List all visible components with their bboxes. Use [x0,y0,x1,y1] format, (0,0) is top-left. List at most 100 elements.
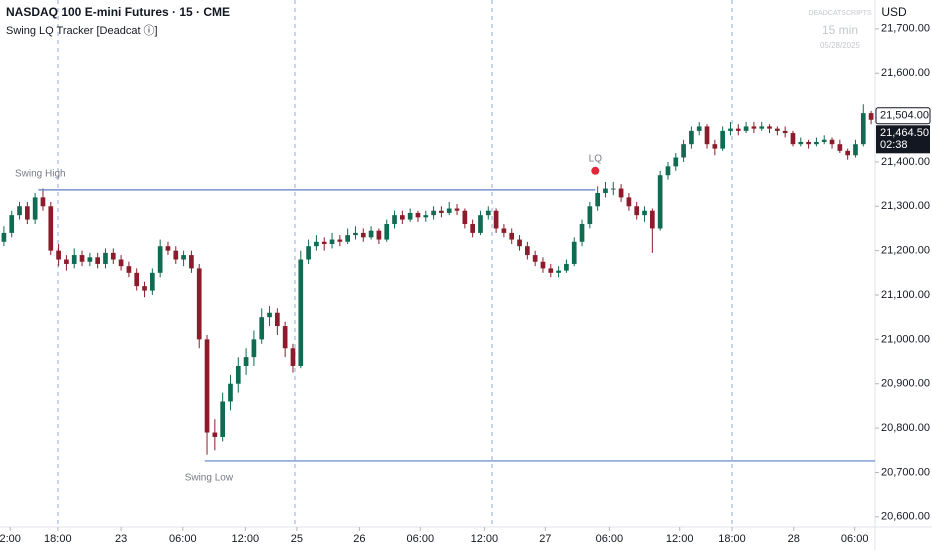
candle-body [243,357,249,366]
candle-body [25,206,30,220]
y-tick-label: 20,900.00 [881,378,930,390]
candle-body [743,126,749,131]
candle-body [251,339,257,358]
candle-body [204,339,210,433]
candle-body [657,175,663,229]
candle-body [290,348,296,366]
indicator-name: Swing LQ Tracker [Deadcat ⓘ] [6,24,158,37]
candle-body [814,141,819,145]
candle-body [173,250,179,260]
price-tag [875,107,931,125]
y-tick-label: 21,100.00 [881,289,930,301]
candle-body [821,139,827,142]
candle-body [259,317,265,340]
candle-body [9,215,15,233]
swing-label: Swing High [15,169,66,180]
x-tick-label: 06:00 [596,533,624,545]
candle-body [400,215,405,220]
candle-body [79,255,85,262]
candle-body [314,241,319,247]
candle-body [95,257,100,264]
candle-body [267,312,272,318]
candle-body [665,166,671,176]
candle-body [540,261,546,269]
candle-body [837,144,843,151]
candle-body [157,246,163,273]
candle-body [735,128,741,131]
candle-body [1,232,7,242]
candle-body [56,250,61,260]
candle-body [235,365,241,384]
x-tick-label: 06:00 [169,533,197,545]
candle-body [329,239,335,244]
candle-body [337,239,343,242]
symbol-title: NASDAQ 100 E-mini Futures · 15 · CME [6,5,230,19]
candle-body [517,239,522,247]
candle-body [587,206,593,225]
candle-body [681,144,686,158]
candle-body [118,259,124,267]
x-tick-label: 25 [291,533,303,545]
candle-body [321,241,327,244]
x-tick-label: 12:00 [232,533,260,545]
candle-body [642,210,647,216]
candle-body [571,241,577,264]
x-tick-label: 26 [353,533,365,545]
candle-body [353,232,358,236]
candle-body [728,128,733,131]
candle-body [87,257,93,262]
candle-body [790,133,796,145]
candle-body [462,210,468,225]
candle-body [564,263,569,271]
candle-body [525,246,530,256]
candle-body [181,255,186,260]
candle-body [845,150,850,156]
candle-body [610,188,616,190]
candle-body [509,232,515,240]
watermark-brand: DEADCATSCRIPTS [808,10,872,17]
countdown: 02:38 [880,139,908,151]
candle-body [212,432,218,437]
x-tick-label: 18:00 [718,533,746,545]
candle-body [759,126,765,129]
candle-body [689,130,694,145]
candle-body [532,255,538,262]
candle-body [704,126,710,145]
candle-body [712,144,718,149]
candle-body [634,206,640,216]
candle-body [17,206,22,216]
plot [1,104,874,455]
candle-body [446,208,452,213]
x-tick-label: 06:00 [841,533,869,545]
candle-body [548,268,554,273]
candle-body [71,255,77,264]
candle-body [650,210,655,229]
candle-body [470,224,475,233]
candle-body [64,259,69,264]
y-tick-label: 21,200.00 [881,245,930,257]
candle-body [439,210,444,213]
candle-body [150,272,155,291]
candle-body [40,197,46,207]
candle-body [618,188,624,198]
candle-body [673,157,679,167]
price-tag-label: 21,504.00 [880,110,929,122]
x-tick-label: 12:00 [471,533,499,545]
watermark-date: 05/28/2025 [820,41,861,50]
candle-body [853,144,858,156]
y-tick-label: 21,700.00 [881,23,930,35]
candle-body [829,139,835,145]
y-tick-label: 20,700.00 [881,466,930,478]
candle-body [142,286,147,291]
currency[interactable]: USD [881,5,907,19]
candle-body [493,210,499,229]
candle-body [48,206,54,251]
candle-body [103,252,108,264]
x-tick-label: 28 [788,533,800,545]
y-tick-label: 20,600.00 [881,511,930,523]
candle-body [275,312,280,327]
candle-body [368,230,374,238]
candle-body [196,268,202,340]
y-tick-label: 21,600.00 [881,67,930,79]
